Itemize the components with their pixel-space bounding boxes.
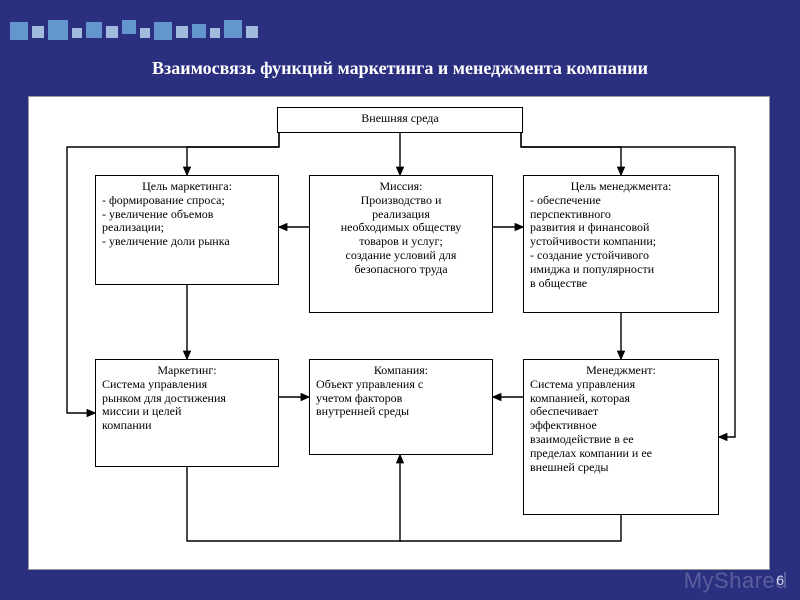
node-mission-line: создание условий для <box>316 249 486 263</box>
decor-square <box>10 22 28 40</box>
decor-square <box>192 24 206 38</box>
node-mission: Миссия:Производство иреализациянеобходим… <box>309 175 493 313</box>
node-company-header: Компания: <box>316 364 486 378</box>
node-management-line: пределах компании и ее <box>530 447 712 461</box>
decor-square <box>224 20 242 38</box>
node-mission-line: реализация <box>316 208 486 222</box>
decor-square <box>210 28 220 38</box>
node-management-line: Система управления <box>530 378 712 392</box>
node-mgmt_goal-line: в обществе <box>530 277 712 291</box>
node-management-line: эффективное <box>530 419 712 433</box>
node-mgmt_goal-line: - обеспечение <box>530 194 712 208</box>
node-marketing-line: Система управления <box>102 378 272 392</box>
node-mgmt_goal-line: устойчивости компании; <box>530 235 712 249</box>
decor-square <box>48 20 68 40</box>
decor-square <box>140 28 150 38</box>
diagram-area: Внешняя среда Цель маркетинга:- формирова… <box>28 96 770 570</box>
decor-square <box>106 26 118 38</box>
node-mission-header: Миссия: <box>316 180 486 194</box>
node-mission-line: необходимых обществу <box>316 221 486 235</box>
watermark: MyShared <box>684 568 788 594</box>
decor-square <box>176 26 188 38</box>
node-mkt_goal-header: Цель маркетинга: <box>102 180 272 194</box>
node-company-line: Объект управления с <box>316 378 486 392</box>
edge-12 <box>400 515 621 541</box>
node-mission-line: товаров и услуг; <box>316 235 486 249</box>
node-mgmt_goal-line: - создание устойчивого <box>530 249 712 263</box>
node-marketing: Маркетинг:Система управлениярынком для д… <box>95 359 279 467</box>
node-management: Менеджмент:Система управлениякомпанией, … <box>523 359 719 515</box>
edge-11 <box>187 455 400 541</box>
node-mkt_goal-line: - увеличение доли рынка <box>102 235 272 249</box>
node-management-line: взаимодействие в ее <box>530 433 712 447</box>
node-marketing-line: миссии и целей <box>102 405 272 419</box>
decor-bar <box>0 20 800 48</box>
node-marketing-line: компании <box>102 419 272 433</box>
node-management-line: компанией, которая <box>530 392 712 406</box>
node-mgmt_goal-line: имиджа и популярности <box>530 263 712 277</box>
node-mission-line: Производство и <box>316 194 486 208</box>
node-marketing-line: рынком для достижения <box>102 392 272 406</box>
node-company-line: внутренней среды <box>316 405 486 419</box>
node-management-line: обеспечивает <box>530 405 712 419</box>
node-marketing-header: Маркетинг: <box>102 364 272 378</box>
page-number: 6 <box>776 572 784 588</box>
node-mkt_goal: Цель маркетинга:- формирование спроса;- … <box>95 175 279 285</box>
node-mgmt_goal: Цель менеджмента:- обеспечениеперспектив… <box>523 175 719 313</box>
edge-2 <box>521 147 621 175</box>
decor-square <box>122 20 136 34</box>
node-mgmt_goal-line: перспективного <box>530 208 712 222</box>
node-management-header: Менеджмент: <box>530 364 712 378</box>
node-mission-line: безопасного труда <box>316 263 486 277</box>
decor-square <box>72 28 82 38</box>
decor-square <box>154 22 172 40</box>
node-mgmt_goal-header: Цель менеджмента: <box>530 180 712 194</box>
node-management-line: внешней среды <box>530 461 712 475</box>
decor-square <box>246 26 258 38</box>
slide: Взаимосвязь функций маркетинга и менеджм… <box>0 0 800 600</box>
decor-square <box>32 26 44 38</box>
node-mgmt_goal-line: развития и финансовой <box>530 221 712 235</box>
node-env: Внешняя среда <box>277 107 523 133</box>
node-mkt_goal-line: - формирование спроса; <box>102 194 272 208</box>
slide-title: Взаимосвязь функций маркетинга и менеджм… <box>0 58 800 79</box>
node-company: Компания:Объект управления сучетом факто… <box>309 359 493 455</box>
node-mkt_goal-line: - увеличение объемов реализации; <box>102 208 272 236</box>
node-company-line: учетом факторов <box>316 392 486 406</box>
decor-square <box>86 22 102 38</box>
edge-1 <box>187 147 279 175</box>
